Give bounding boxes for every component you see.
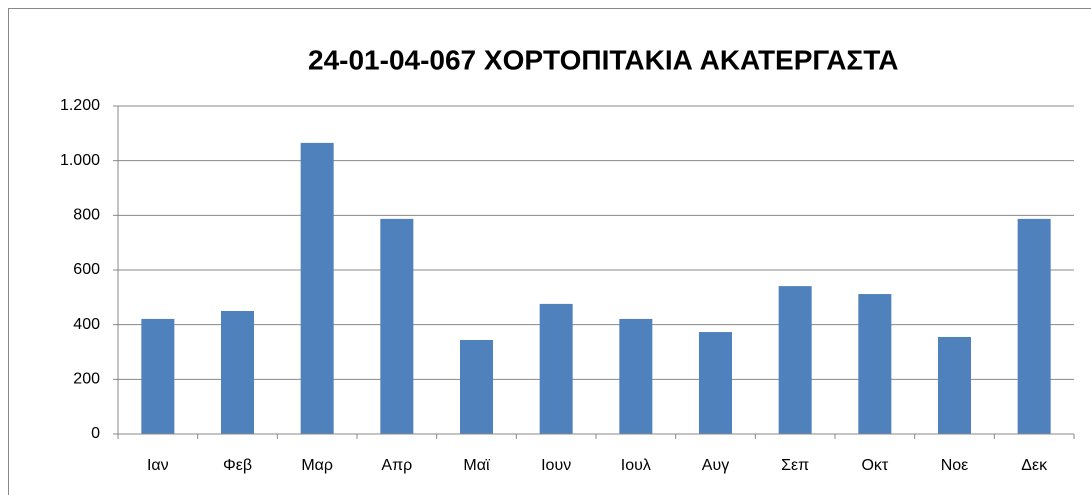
y-tick-label: 1.000 xyxy=(60,152,100,169)
x-tick-label: Απρ xyxy=(381,457,412,474)
bar xyxy=(141,318,175,434)
y-tick-label: 1.200 xyxy=(60,97,100,114)
x-tick-label: Αυγ xyxy=(702,457,729,474)
y-tick-label: 800 xyxy=(73,207,100,224)
x-tick-label: Φεβ xyxy=(223,457,252,474)
x-tick-label: Μαϊ xyxy=(463,457,490,474)
bar xyxy=(699,332,732,434)
x-tick-label: Ιαν xyxy=(147,457,169,474)
bar xyxy=(778,286,812,434)
x-tick-label: Δεκ xyxy=(1021,457,1048,474)
bar xyxy=(300,142,334,434)
x-tick-label: Νοε xyxy=(941,457,969,474)
bar xyxy=(380,218,414,434)
y-tick-label: 0 xyxy=(91,425,100,442)
bar xyxy=(539,303,573,434)
bar xyxy=(221,311,254,434)
bar xyxy=(460,339,493,434)
bar xyxy=(858,294,892,434)
x-tick-label: Ιουλ xyxy=(621,457,651,474)
x-tick-label: Ιουν xyxy=(541,457,571,474)
bar xyxy=(1017,218,1051,434)
bar xyxy=(938,336,971,434)
x-tick-label: Οκτ xyxy=(861,457,888,474)
bar xyxy=(619,318,653,434)
y-tick-label: 600 xyxy=(73,261,100,278)
y-tick-label: 200 xyxy=(73,371,100,388)
chart-title: 24-01-04-067 ΧΟΡΤΟΠΙΤΑΚΙΑ ΑΚΑΤΕΡΓΑΣΤΑ xyxy=(308,44,898,75)
y-tick-label: 400 xyxy=(73,316,100,333)
x-tick-label: Σεπ xyxy=(781,457,809,474)
x-tick-label: Μαρ xyxy=(301,457,333,474)
